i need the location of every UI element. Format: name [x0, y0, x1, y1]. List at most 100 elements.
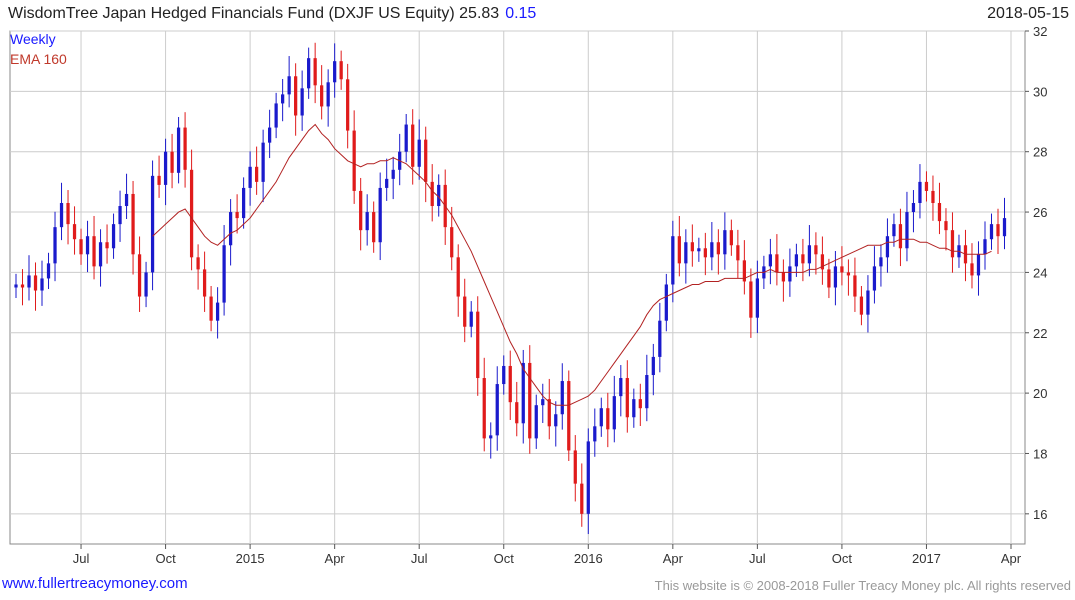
candle-body	[599, 408, 603, 427]
candle-body	[46, 263, 51, 279]
candle-body	[482, 378, 486, 439]
candle-body	[189, 169, 194, 258]
candle-body	[619, 378, 623, 397]
x-tick-label: Jul	[749, 551, 766, 566]
candle-body	[905, 212, 909, 249]
candle-body	[281, 94, 285, 104]
candle-body	[677, 236, 681, 264]
candle-body	[814, 245, 818, 255]
candle-body	[33, 275, 38, 291]
chart-title: WisdomTree Japan Hedged Financials Fund …	[8, 5, 536, 23]
candle-body	[450, 227, 454, 258]
candle-body	[241, 187, 246, 219]
candle-body	[833, 266, 838, 288]
candle-body	[40, 278, 44, 291]
candle-body	[775, 254, 779, 273]
candle-body	[411, 124, 415, 167]
candle-body	[430, 181, 434, 207]
candle-body	[202, 269, 207, 297]
candle-body	[307, 58, 311, 89]
candle-body	[801, 254, 805, 264]
candle-body	[710, 242, 714, 258]
candle-body	[404, 124, 408, 152]
candle-body	[580, 483, 584, 514]
candle-body	[300, 88, 304, 116]
candle-body	[651, 356, 655, 376]
y-tick-label: 22	[1033, 326, 1047, 341]
candle-body	[716, 242, 720, 255]
candle-body	[372, 212, 376, 243]
candle-body	[625, 378, 629, 418]
candle-body	[131, 193, 135, 255]
x-tick-label: Jul	[73, 551, 90, 566]
candle-body	[638, 399, 642, 409]
candle-body	[98, 242, 103, 267]
candle-body	[27, 275, 31, 288]
ema-line	[152, 123, 992, 406]
candle-body	[671, 236, 675, 285]
x-tick-label: Oct	[155, 551, 176, 566]
candle-body	[339, 61, 343, 80]
chart-date: 2018-05-15	[987, 5, 1069, 22]
y-tick-label: 20	[1033, 386, 1047, 401]
candle-body	[391, 169, 395, 179]
candle-body	[14, 284, 18, 288]
candle-body	[534, 405, 538, 439]
x-tick-label: 2016	[574, 551, 603, 566]
candle-body	[827, 269, 831, 288]
candle-body	[118, 206, 122, 225]
candle-body	[53, 227, 57, 264]
candle-body	[723, 230, 727, 255]
candle-body	[378, 187, 382, 243]
x-axis: JulOct2015AprJulOct2016AprJulOct2017AprJ…	[73, 544, 1022, 566]
candle-body	[703, 248, 707, 258]
candle-body	[749, 281, 753, 318]
x-tick-label: 2017	[912, 551, 941, 566]
candle-body	[866, 290, 870, 315]
candle-body	[196, 257, 200, 270]
candle-body	[820, 254, 825, 270]
candle-body	[333, 61, 337, 83]
candle-body	[287, 76, 291, 95]
candle-body	[554, 414, 558, 427]
title-text: WisdomTree Japan Hedged Financials Fund …	[8, 5, 500, 22]
site-link[interactable]: www.fullertreacymoney.com	[2, 575, 188, 592]
candle-body	[352, 130, 356, 191]
candle-body	[944, 221, 948, 231]
candle-body	[937, 203, 942, 222]
x-tick-label: Apr	[663, 551, 684, 566]
candle-body	[163, 151, 168, 185]
candle-body	[144, 272, 148, 297]
candle-body	[150, 175, 155, 273]
candle-body	[476, 311, 480, 379]
candle-body	[502, 365, 506, 385]
candle-body	[274, 103, 278, 128]
candle-body	[111, 224, 116, 249]
candle-body	[66, 203, 70, 225]
candle-body	[970, 263, 974, 276]
candle-body	[794, 254, 799, 267]
legend-ema: EMA 160	[10, 51, 67, 67]
x-tick-label: 2015	[236, 551, 265, 566]
candle-body	[294, 76, 298, 116]
candle-body	[469, 311, 473, 327]
candle-body	[788, 266, 792, 282]
candlesticks	[14, 42, 1007, 535]
candle-body	[92, 236, 96, 267]
candle-body	[593, 426, 597, 442]
candle-body	[515, 402, 519, 424]
x-tick-label: Apr	[325, 551, 346, 566]
candle-body	[346, 79, 350, 131]
candle-body	[976, 254, 981, 276]
candle-body	[924, 181, 929, 191]
candle-body	[931, 190, 935, 204]
candle-body	[586, 441, 590, 514]
candle-body	[573, 450, 577, 484]
candle-body	[170, 151, 174, 173]
candle-body	[489, 435, 493, 439]
candle-body	[983, 239, 987, 255]
candle-body	[846, 272, 851, 276]
candle-body	[918, 181, 922, 204]
candle-body	[254, 166, 259, 182]
